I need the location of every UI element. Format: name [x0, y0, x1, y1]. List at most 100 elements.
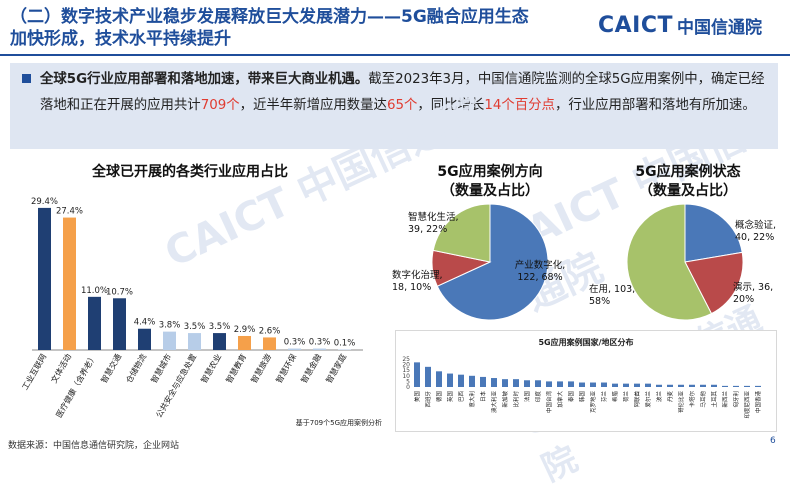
- slice-label: 在用, 103,: [589, 283, 635, 295]
- summary-highlight-2: 65个: [387, 98, 417, 113]
- country-tick-label: 丹麦: [666, 391, 674, 403]
- bar: [88, 297, 101, 350]
- country-tick-label: 哥伦比亚: [677, 391, 685, 414]
- country-tick-label: 土耳其: [710, 391, 718, 408]
- pie-title-status: 5G应用案例状态 （数量及占比）: [608, 163, 768, 201]
- country-tick-label: 新加坡: [501, 391, 509, 408]
- country-tick-label: 新西兰: [721, 391, 729, 408]
- country-bar: [755, 386, 761, 387]
- country-bar: [436, 371, 442, 387]
- tick-label: 智慧城市: [149, 352, 174, 385]
- summary-part4: ，同比增长: [417, 98, 484, 113]
- country-bar: [480, 377, 486, 387]
- bar: [238, 336, 251, 350]
- data-label: 4.4%: [134, 318, 156, 328]
- direction-pie-chart: 产业数字化,122, 68%数字化治理,18, 10%智慧化生活,39, 22%: [390, 200, 590, 325]
- country-bar: [524, 380, 530, 387]
- square-bullet-icon: [22, 74, 31, 83]
- header-divider: [0, 54, 790, 56]
- country-tick-label: 巴西: [458, 391, 465, 403]
- country-tick-label: 希腊: [611, 391, 619, 403]
- pie-title-direction-line2: （数量及占比）: [410, 182, 570, 201]
- tick-label: 仓储物流: [124, 352, 149, 385]
- slice-value: 39, 22%: [408, 224, 447, 235]
- caict-logo: CAICT 中国信通院: [598, 10, 783, 40]
- data-label: 3.5%: [184, 322, 206, 332]
- country-tick-label: 泰国: [567, 391, 575, 403]
- country-bar: [733, 386, 739, 387]
- country-bar: [601, 383, 607, 387]
- status-pie-chart: 概念验证,40, 22%演示, 36,20%在用, 103,58%: [585, 200, 785, 325]
- pie-title-direction-line1: 5G应用案例方向: [410, 163, 570, 182]
- country-tick-label: 波兰: [655, 391, 663, 403]
- industry-bar-chart: 29.4%工业互联网27.4%文体活动11.0%医疗健康（含养老）10.7%智慧…: [10, 180, 390, 435]
- bar: [138, 329, 151, 350]
- pie-slice: [685, 204, 742, 262]
- country-bar: [491, 378, 497, 387]
- logo-en: CAICT: [598, 13, 673, 38]
- tick-label: 智慧农业: [199, 352, 224, 385]
- summary-highlight-3: 14个百分点: [484, 98, 555, 113]
- country-bar: [667, 385, 673, 387]
- chart-note: 基于709个5G应用案例分析: [296, 418, 382, 427]
- country-tick-label: 中国台湾: [545, 391, 553, 414]
- country-tick-label: 卡塔尔: [688, 391, 696, 408]
- pie-title-status-line1: 5G应用案例状态: [608, 163, 768, 182]
- country-bar: [700, 385, 706, 387]
- country-tick-label: 印度: [534, 391, 542, 403]
- country-bar: [722, 386, 728, 387]
- bar: [188, 333, 201, 350]
- country-tick-label: 匈牙利: [732, 391, 740, 408]
- summary-highlight-1: 709个: [201, 98, 240, 113]
- bar: [63, 218, 76, 350]
- bar: [163, 332, 176, 350]
- country-bar: [645, 384, 651, 387]
- country-tick-label: 爱尔兰: [644, 391, 652, 408]
- country-bar: [744, 386, 750, 387]
- country-tick-label: 加拿大: [556, 391, 564, 408]
- logo-cn: 中国信通院: [677, 13, 762, 38]
- country-tick-label: 芬兰: [600, 391, 608, 403]
- pie-title-direction: 5G应用案例方向 （数量及占比）: [410, 163, 570, 201]
- data-label: 3.8%: [159, 321, 181, 331]
- data-label: 27.4%: [56, 207, 83, 217]
- summary-part5: ，行业应用部署和落地有所加速。: [555, 98, 756, 113]
- country-bar: [568, 381, 574, 387]
- country-bar: [623, 384, 629, 387]
- country-tick-label: 比利时: [512, 391, 520, 408]
- bar: [38, 208, 51, 350]
- country-bar: [579, 383, 585, 387]
- country-bar: [557, 381, 563, 387]
- country-bar: [678, 385, 684, 387]
- country-bar: [656, 385, 662, 387]
- country-bar: [689, 385, 695, 387]
- country-bar: [469, 376, 475, 387]
- slice-value: 20%: [733, 294, 754, 305]
- summary-box: 全球5G行业应用部署和落地加速，带来巨大商业机遇。截至2023年3月，中国信通院…: [10, 63, 778, 149]
- data-label: 29.4%: [31, 197, 58, 207]
- country-bar: [590, 383, 596, 387]
- country-tick-label: 荷兰: [622, 391, 630, 403]
- data-label: 0.1%: [334, 339, 356, 349]
- country-tick-label: 日本: [479, 391, 487, 403]
- tick-label: 智慧交通: [99, 352, 124, 385]
- country-bar: [447, 374, 453, 387]
- country-bar: [414, 362, 420, 387]
- country-chart-title: 5G应用案例国家/地区分布: [538, 337, 633, 347]
- tick-label: 智慧旅游: [249, 352, 274, 385]
- summary-lead: 全球5G行业应用部署和落地加速，带来巨大商业机遇。: [40, 72, 368, 87]
- slice-label: 智慧化生活,: [408, 211, 459, 223]
- country-bar: [513, 379, 519, 387]
- page-title: （二）数字技术产业稳步发展释放巨大发展潜力——5G融合应用生态 加快形成，技术水…: [10, 6, 570, 50]
- country-tick-label: 克罗地亚: [589, 391, 597, 414]
- source-note: 数据来源：中国信息通信研究院，企业网站: [8, 438, 179, 451]
- tick-label: 智慧环保: [274, 352, 299, 385]
- tick-label: 智慧家庭: [324, 352, 349, 385]
- country-tick-label: 中国香港: [754, 391, 762, 414]
- slice-label: 演示, 36,: [733, 281, 773, 293]
- country-tick-label: 马耳他: [699, 391, 707, 408]
- country-bar: [711, 385, 717, 387]
- country-tick-label: 美国: [413, 391, 421, 403]
- country-tick-label: 澳大利亚: [490, 391, 498, 414]
- data-label: 10.7%: [106, 287, 133, 297]
